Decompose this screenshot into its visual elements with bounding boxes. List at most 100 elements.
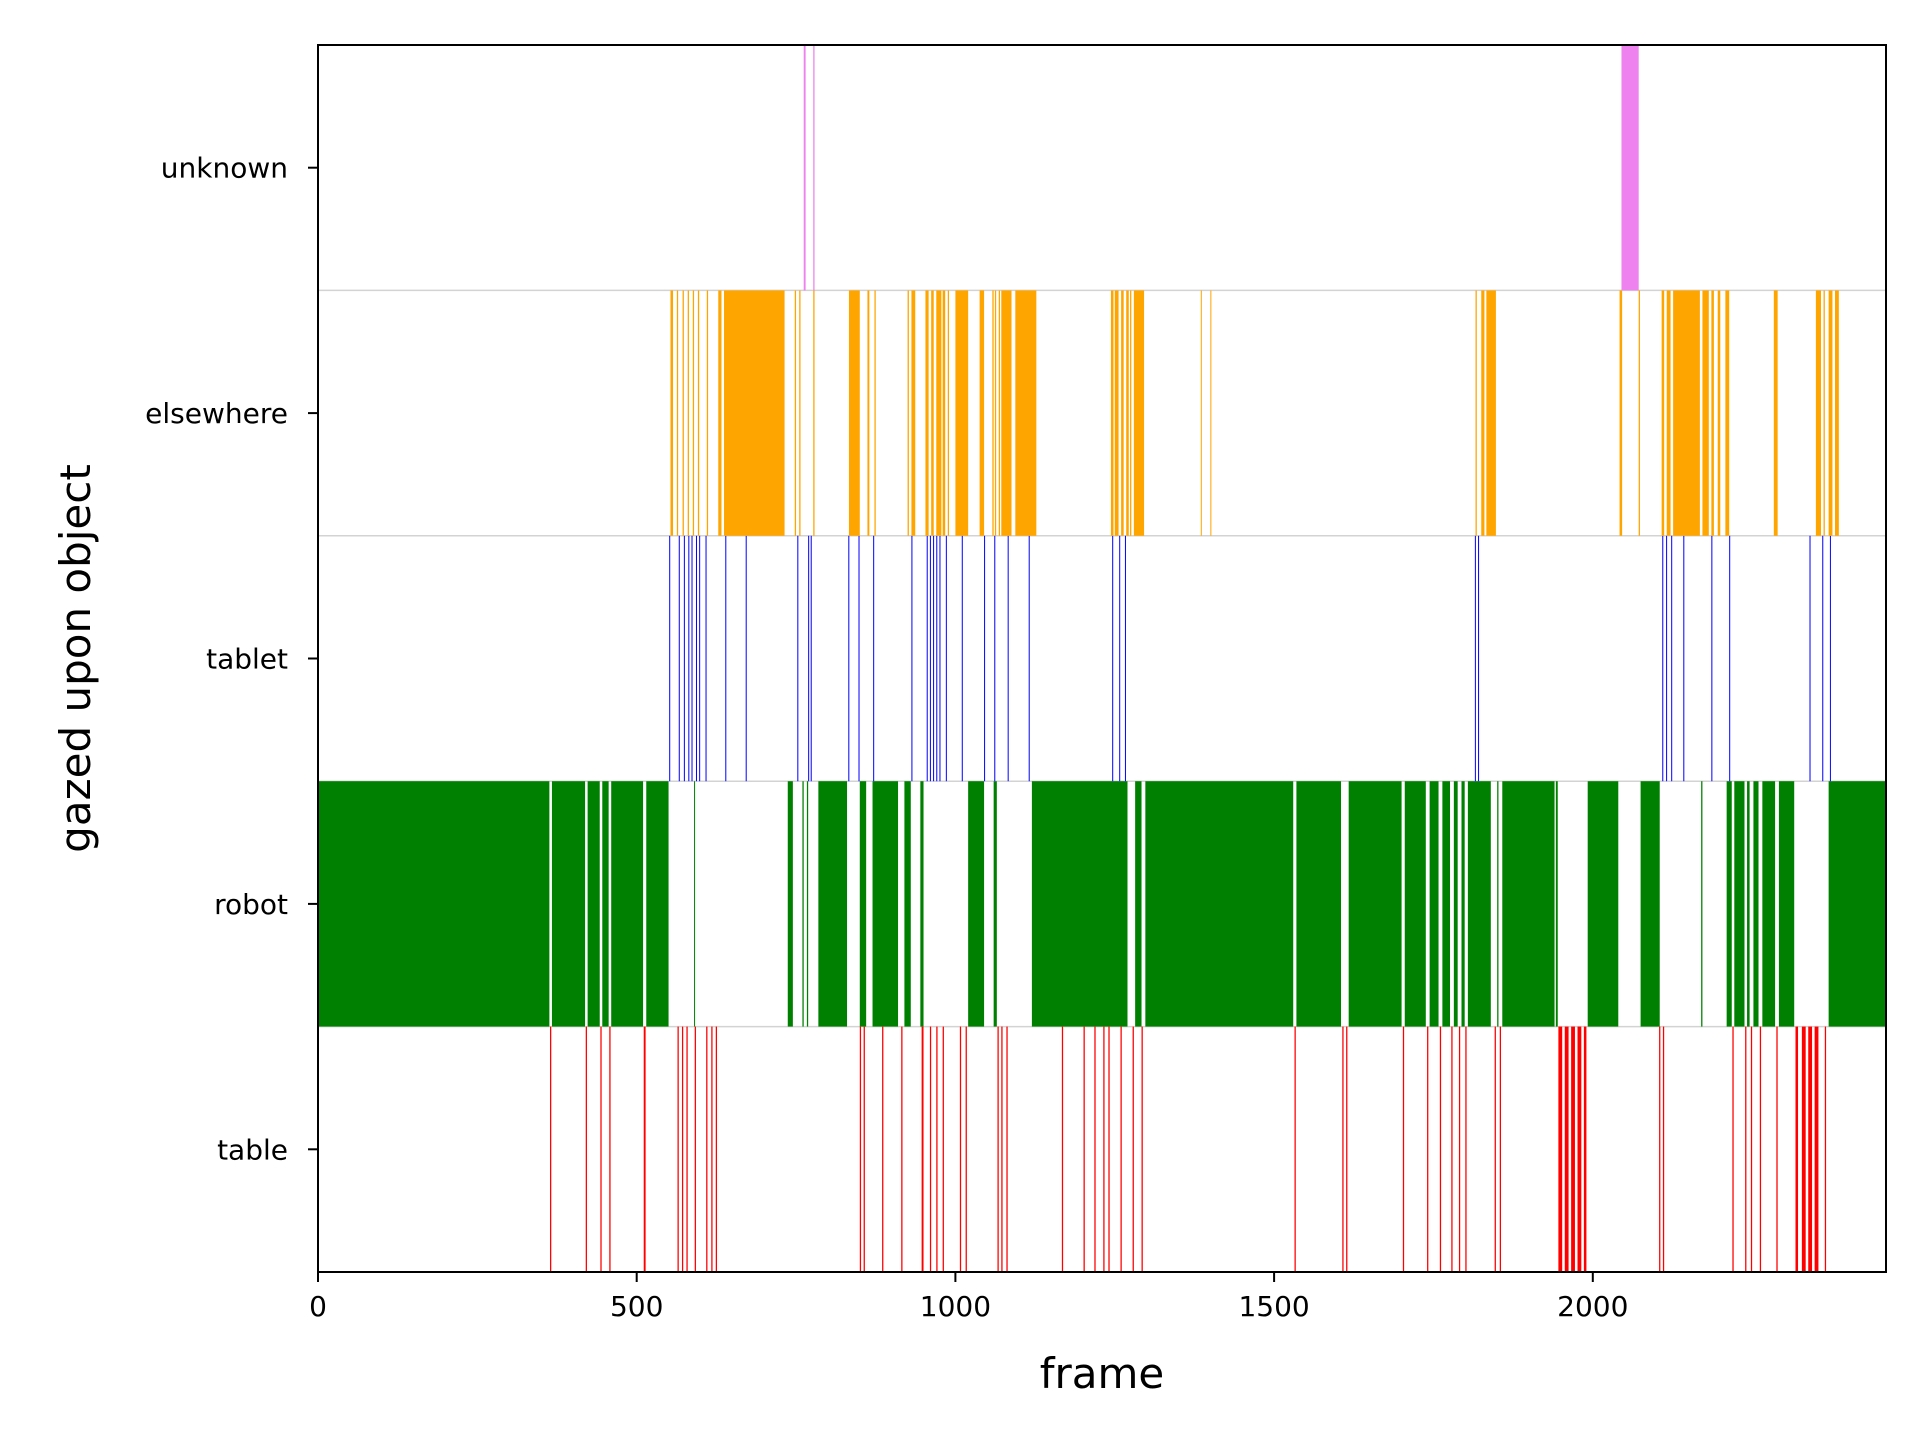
gaze-span	[813, 290, 815, 536]
gaze-span	[1346, 1026, 1348, 1272]
series-robot	[318, 781, 1886, 1027]
gaze-span	[787, 781, 793, 1027]
gaze-span	[1342, 1026, 1344, 1272]
x-tick-label: 1500	[1238, 1290, 1309, 1323]
gaze-span	[1801, 1026, 1806, 1272]
gaze-span	[1481, 290, 1485, 536]
gaze-span	[1402, 1026, 1405, 1272]
gaze-span	[1126, 290, 1129, 536]
y-tick-label: tablet	[206, 643, 288, 676]
gaze-span	[1711, 290, 1714, 536]
gaze-span	[1145, 781, 1294, 1027]
gaze-span	[1711, 535, 1713, 782]
gaze-span	[1103, 1026, 1105, 1272]
gaze-span	[678, 535, 680, 782]
gaze-span	[947, 290, 950, 536]
gaze-span	[692, 290, 695, 536]
x-axis-label: frame	[1040, 1349, 1165, 1398]
gaze-span	[794, 290, 797, 536]
gaze-span	[1583, 1026, 1587, 1272]
gaze-span	[961, 535, 963, 782]
gaze-span	[882, 1026, 884, 1272]
gaze-span	[550, 1026, 552, 1272]
gaze-span	[697, 290, 700, 536]
gaze-span	[1619, 290, 1623, 536]
gaze-span	[1725, 290, 1730, 536]
gaze-span	[925, 290, 929, 536]
gaze-span	[1110, 290, 1114, 536]
gaze-span	[873, 535, 875, 782]
gaze-span	[1571, 1026, 1575, 1272]
gaze-span	[1083, 1026, 1085, 1272]
data-spans	[318, 45, 1886, 1272]
gaze-span	[848, 290, 860, 536]
gaze-span	[602, 781, 609, 1027]
gaze-span	[694, 1026, 696, 1272]
gaze-span	[1028, 535, 1030, 782]
gaze-span	[687, 290, 689, 536]
gaze-span	[694, 781, 696, 1027]
gaze-span	[643, 1026, 646, 1272]
gaze-span	[1141, 1026, 1143, 1272]
gaze-span	[813, 45, 815, 291]
gaze-span	[799, 290, 801, 536]
gaze-span	[705, 535, 707, 782]
gaze-span	[1587, 781, 1619, 1027]
gaze-span	[1499, 1026, 1502, 1272]
gaze-span	[1121, 290, 1124, 536]
gaze-span	[802, 781, 804, 1027]
gaze-span	[1404, 781, 1426, 1027]
gaze-span	[998, 290, 1001, 536]
gaze-span	[848, 535, 850, 782]
x-axis-ticks: 0 500 1000 1500 2000	[309, 1272, 1628, 1323]
gaze-span	[1429, 781, 1439, 1027]
gaze-span	[1439, 1026, 1442, 1272]
gaze-span	[1558, 1026, 1563, 1272]
gaze-span	[959, 1026, 962, 1272]
gaze-span	[1661, 290, 1665, 536]
gaze-span	[725, 535, 727, 782]
gaze-span	[1734, 781, 1745, 1027]
gaze-span	[587, 781, 600, 1027]
gaze-span	[994, 535, 996, 782]
gaze-span	[1294, 1026, 1296, 1272]
gaze-span	[1442, 781, 1451, 1027]
gaze-span	[681, 1026, 684, 1272]
gaze-span	[686, 1026, 688, 1272]
gaze-span	[1453, 781, 1458, 1027]
gaze-span	[1200, 290, 1202, 536]
gaze-span	[600, 1026, 602, 1272]
gaze-span	[688, 535, 690, 782]
gaze-span	[859, 781, 867, 1027]
gaze-span	[695, 535, 697, 782]
x-tick-label: 500	[610, 1290, 663, 1323]
gaze-span	[1564, 1026, 1569, 1272]
gaze-span	[1210, 290, 1212, 536]
gaze-span	[1835, 290, 1839, 536]
gaze-span	[1114, 290, 1119, 536]
gaze-span	[1061, 1026, 1064, 1272]
gaze-span	[1474, 535, 1476, 782]
gaze-span	[1747, 781, 1750, 1027]
gaze-span	[1006, 1026, 1008, 1272]
gaze-span	[1112, 535, 1114, 782]
gaze-span	[945, 535, 947, 782]
gaze-span	[907, 290, 909, 536]
gaze-span	[1133, 290, 1145, 536]
gaze-span	[1031, 781, 1128, 1027]
gaze-span	[669, 535, 671, 782]
y-tick-label: unknown	[161, 152, 288, 185]
y-tick-label: table	[217, 1133, 288, 1166]
gaze-span	[1478, 535, 1480, 782]
series-tablet	[669, 535, 1831, 782]
y-axis-ticks: table robot tablet elsewhere unknown	[145, 152, 318, 1166]
gaze-span	[1828, 290, 1833, 536]
gaze-span	[1762, 781, 1776, 1027]
gaze-span	[797, 535, 799, 782]
gaze-span	[676, 290, 679, 536]
gaze-span	[699, 535, 701, 782]
gaze-span	[936, 535, 938, 782]
gaze-span	[691, 535, 693, 782]
gaze-span	[1750, 1026, 1753, 1272]
gaze-span	[1815, 290, 1821, 536]
